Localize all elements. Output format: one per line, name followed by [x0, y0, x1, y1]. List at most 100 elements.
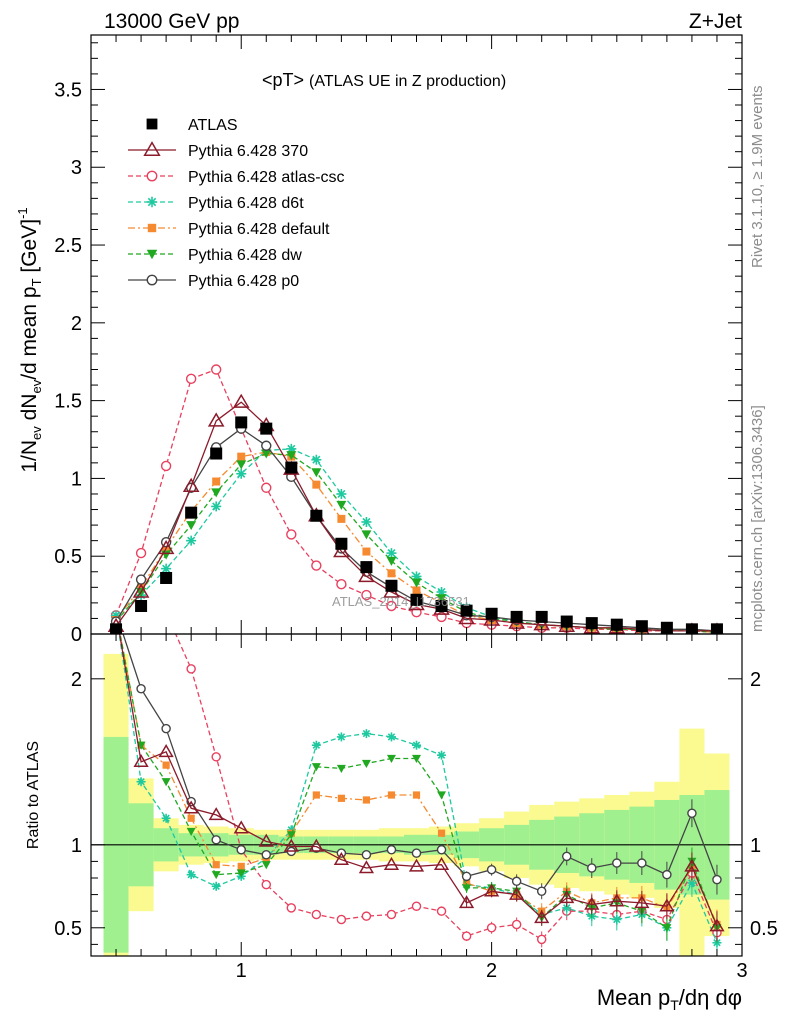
axes-layer: 1 2 3 0 0.5 1 1.5 2 2.5 3 3.5 0.5 0.5 1 1 2 2	[54, 34, 778, 982]
ratio-point-dw	[236, 869, 246, 878]
main-point-p0	[261, 440, 272, 451]
ratio-point-p0	[712, 874, 722, 885]
legend-label-p0: Pythia 6.428 p0	[188, 273, 299, 290]
main-point-atlas_csc	[311, 560, 322, 571]
main-point-default	[362, 547, 371, 556]
main-point-atlas_csc	[160, 460, 172, 472]
ratio-point-p370	[484, 883, 500, 897]
ratio-point-p370	[158, 744, 174, 758]
ratio-point-d6t	[361, 729, 371, 739]
ratio-point-dw	[286, 831, 296, 840]
main-point-dw	[311, 468, 322, 478]
ratio-point-atlas_csc	[361, 911, 372, 921]
header-left-label: 13000 GeV pp	[104, 10, 239, 33]
main-point-atlas_csc	[361, 589, 372, 601]
plot-title-main: <pT>	[262, 70, 304, 90]
main-point-atlas_csc	[210, 364, 222, 375]
ratio-point-atlas_csc	[186, 664, 196, 674]
legend-marker-p370	[143, 141, 161, 156]
legend-marker-atlas_csc	[146, 170, 158, 182]
ratio-point-p370	[534, 910, 550, 924]
main-point-d6t	[311, 454, 322, 465]
ratio-point-atlas_csc	[386, 909, 397, 920]
ratio-point-p0	[612, 858, 622, 868]
ratio-point-default	[312, 791, 320, 799]
ratio-point-dw	[311, 763, 321, 772]
main-point-p370	[358, 567, 375, 583]
legend-label-p370: Pythia 6.428 370	[188, 143, 308, 160]
main-point-dw	[336, 500, 347, 510]
ratio-point-atlas_csc	[211, 752, 221, 762]
main-point-atlas_csc	[286, 529, 297, 540]
ratio-point-dw	[462, 884, 472, 893]
x-tick-label: 1	[236, 960, 247, 982]
main-panel	[91, 35, 742, 634]
legend-label-d6t: Pythia 6.428 d6t	[188, 195, 304, 212]
ratio-point-dw	[211, 871, 221, 880]
ratio-y-tick-label: 2	[71, 669, 82, 691]
main-point-d6t	[236, 468, 247, 479]
ratio-point-dw	[437, 791, 447, 800]
ratio-point-dw	[336, 764, 346, 773]
main-point-d6t	[336, 488, 347, 499]
ratio-point-p370	[709, 918, 725, 932]
ratio-point-atlas_csc	[311, 909, 322, 920]
ratio-point-d6t	[186, 870, 196, 880]
ratio-point-p370	[584, 896, 600, 910]
ratio-point-p370	[308, 838, 324, 852]
main-point-p370	[182, 477, 200, 492]
ratio-point-p370	[509, 886, 525, 900]
main-point-default	[387, 569, 396, 578]
ratio-point-d6t	[412, 740, 421, 750]
ratio-point-default	[412, 791, 421, 799]
ratio-point-p0	[536, 886, 547, 897]
legend-marker-default	[147, 223, 157, 233]
ratio-plot-layer	[91, 634, 742, 956]
main-point-ATLAS	[435, 599, 448, 612]
ratio-point-default	[337, 794, 345, 802]
ratio-point-p370	[183, 800, 199, 814]
ratio-point-atlas_csc	[486, 923, 497, 933]
ratio-point-p370	[358, 860, 375, 874]
main-point-p370	[157, 539, 175, 555]
main-point-d6t	[211, 501, 222, 512]
main-point-ATLAS	[360, 561, 373, 574]
main-point-default	[412, 586, 421, 595]
ratio-point-dw	[412, 754, 421, 763]
main-point-ATLAS	[160, 571, 173, 584]
main-point-ATLAS	[185, 506, 198, 519]
ratio-y-tick-label-right: 2	[750, 669, 761, 691]
main-point-dw	[236, 460, 247, 470]
main-point-p370	[207, 412, 225, 427]
ratio-point-p370	[458, 895, 475, 909]
main-point-ATLAS	[510, 610, 523, 623]
mcplots-label: mcplots.cern.ch [arXiv:1306.3436]	[749, 405, 766, 632]
ratio-series-group	[91, 634, 742, 956]
ratio-point-d6t	[136, 777, 146, 787]
ratio-point-p0	[236, 845, 246, 855]
main-point-d6t	[386, 548, 397, 559]
main-point-p370	[458, 609, 475, 625]
ratio-point-p0	[161, 723, 171, 734]
main-y-tick-label: 0.5	[54, 546, 82, 568]
ratio-point-dw	[136, 741, 146, 750]
ratio-point-atlas_csc	[261, 879, 272, 890]
main-point-dw	[186, 521, 197, 531]
ratio-ylabel: Ratio to ATLAS	[25, 741, 42, 849]
ratio-point-p370	[609, 893, 625, 907]
main-point-ATLAS	[535, 610, 548, 623]
main-point-atlas_csc	[386, 600, 397, 612]
ratio-point-p0	[136, 684, 146, 694]
main-point-ATLAS	[485, 607, 498, 620]
ratio-point-p0	[662, 869, 672, 880]
ratio-point-p370	[408, 858, 425, 872]
main-point-dw	[211, 488, 222, 498]
ratio-point-default	[387, 791, 396, 799]
ratio-point-atlas_csc	[286, 903, 297, 913]
legend-marker-d6t	[146, 196, 158, 208]
ratio-point-p0	[411, 848, 422, 858]
legend-marker-dw	[146, 249, 158, 260]
ratio-point-p0	[561, 851, 572, 862]
main-point-p370	[132, 583, 150, 598]
ratio-point-atlas_csc	[536, 934, 547, 945]
